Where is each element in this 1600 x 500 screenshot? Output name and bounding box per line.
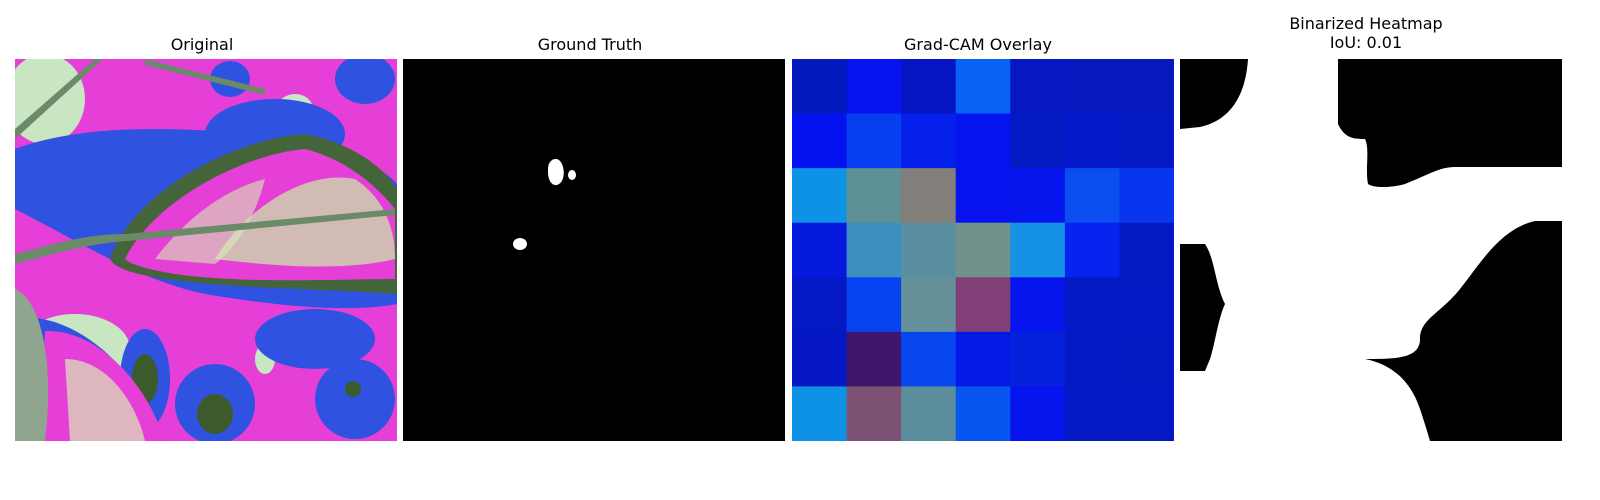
gradcam-cell [792, 113, 848, 169]
gradcam-cell [792, 59, 848, 115]
gradcam-cell [1119, 222, 1174, 278]
gradcam-cell [1064, 386, 1120, 441]
ground-truth-drawing [403, 59, 785, 441]
binary-region [1180, 59, 1248, 129]
gradcam-cell [901, 277, 957, 333]
gradcam-cell [846, 222, 902, 278]
gradcam-cell [1010, 277, 1066, 333]
gradcam-cell [901, 168, 957, 224]
original-leaf-drawing [15, 59, 397, 441]
gradcam-cell [792, 222, 848, 278]
gradcam-cell [792, 386, 848, 441]
gradcam-cell [955, 386, 1011, 441]
panel-title-gradcam: Grad-CAM Overlay [904, 35, 1052, 54]
gradcam-cell [846, 168, 902, 224]
gradcam-cell [1064, 222, 1120, 278]
original-image [15, 59, 397, 441]
gradcam-cell [955, 59, 1011, 115]
panel-title-ground-truth: Ground Truth [537, 35, 643, 54]
gradcam-cell [846, 331, 902, 387]
gradcam-cell [846, 386, 902, 441]
gradcam-cell [1064, 113, 1120, 169]
gradcam-cell [1119, 386, 1174, 441]
iou-label: IoU: 0.01 [1329, 33, 1403, 52]
gradcam-grid [792, 59, 1174, 441]
gradcam-cell [901, 113, 957, 169]
gradcam-cell [1010, 222, 1066, 278]
binarized-title: Binarized Heatmap [1289, 14, 1443, 33]
gradcam-cell [955, 113, 1011, 169]
gradcam-cell [1010, 331, 1066, 387]
gradcam-cell [1064, 331, 1120, 387]
binarized-heatmap [1180, 59, 1562, 441]
gradcam-cell [1010, 168, 1066, 224]
mask-blob [568, 170, 576, 180]
binary-region [1180, 244, 1225, 371]
gradcam-cell [846, 113, 902, 169]
gradcam-overlay [792, 59, 1174, 441]
gradcam-cell [1010, 113, 1066, 169]
gradcam-cell [901, 331, 957, 387]
ground-truth-mask [403, 59, 785, 441]
gradcam-cell [955, 277, 1011, 333]
gradcam-cell [1064, 277, 1120, 333]
gradcam-cell [1119, 277, 1174, 333]
gradcam-cell [1064, 59, 1120, 115]
gradcam-cell [901, 222, 957, 278]
gradcam-cell [901, 59, 957, 115]
gradcam-cell [1119, 168, 1174, 224]
binary-region [1272, 59, 1562, 188]
gradcam-cell [901, 386, 957, 441]
gradcam-cell [792, 277, 848, 333]
gradcam-cell [792, 331, 848, 387]
gradcam-cell [1010, 386, 1066, 441]
mask-blob [548, 158, 564, 186]
gradcam-cell [1010, 59, 1066, 115]
gradcam-cell [846, 277, 902, 333]
gradcam-cell [955, 168, 1011, 224]
gradcam-cell [846, 59, 902, 115]
gradcam-cell [1119, 113, 1174, 169]
gradcam-cell [955, 331, 1011, 387]
binarized-drawing [1180, 59, 1562, 441]
panel-title-binarized: Binarized Heatmap IoU: 0.01 [1176, 14, 1556, 52]
gradcam-cell [1119, 59, 1174, 115]
panel-title-original: Original [170, 35, 234, 54]
gradcam-cell [792, 168, 848, 224]
mask-blob [513, 238, 527, 250]
binary-region [1365, 221, 1562, 441]
gradcam-cell [955, 222, 1011, 278]
gradcam-cell [1119, 331, 1174, 387]
gradcam-cell [1064, 168, 1120, 224]
